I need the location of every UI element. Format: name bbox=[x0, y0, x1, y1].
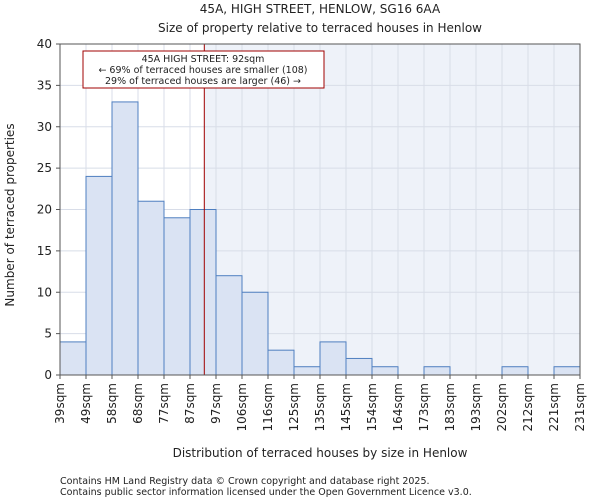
y-tick-label: 30 bbox=[37, 120, 52, 134]
x-tick-label: 116sqm bbox=[261, 383, 275, 431]
annotation-box: 45A HIGH STREET: 92sqm ← 69% of terraced… bbox=[82, 50, 325, 89]
x-tick-label: 183sqm bbox=[443, 383, 457, 431]
y-tick-label: 10 bbox=[37, 285, 52, 299]
x-tick-label: 154sqm bbox=[365, 383, 379, 431]
x-ticks: 39sqm 49sqm 58sqm 68sqm 77sqm 87sqm 97sqm 106sq… bbox=[53, 375, 587, 431]
x-tick-label: 164sqm bbox=[391, 383, 405, 431]
y-tick-label: 0 bbox=[44, 368, 52, 382]
y-tick-label: 20 bbox=[37, 203, 52, 217]
bar-58sqm bbox=[111, 101, 139, 376]
x-tick-label: 39sqm bbox=[53, 383, 67, 424]
y-tick-label: 35 bbox=[37, 78, 52, 92]
annotation-border bbox=[82, 50, 325, 89]
bars bbox=[59, 101, 581, 376]
bar-39sqm bbox=[59, 341, 87, 376]
bar-116sqm bbox=[267, 349, 295, 376]
bar-173sqm bbox=[423, 366, 451, 376]
x-tick-label: 125sqm bbox=[287, 383, 301, 431]
x-tick-label: 77sqm bbox=[157, 383, 171, 424]
x-tick-label: 173sqm bbox=[417, 383, 431, 431]
bar-125sqm bbox=[293, 366, 321, 376]
bar-97sqm bbox=[215, 275, 243, 376]
y-tick-label: 5 bbox=[44, 327, 52, 341]
x-tick-label: 87sqm bbox=[183, 383, 197, 424]
footer-line2: Contains public sector information licen… bbox=[60, 487, 472, 498]
x-tick-label: 221sqm bbox=[547, 383, 561, 431]
y-ticks: 0 5 10 15 20 25 30 35 40 bbox=[37, 37, 60, 382]
y-axis-label: Number of terraced properties bbox=[3, 123, 17, 306]
x-axis-label: Distribution of terraced houses by size … bbox=[173, 446, 468, 460]
x-tick-label: 212sqm bbox=[521, 383, 535, 431]
bar-68sqm bbox=[137, 200, 165, 376]
bar-77sqm bbox=[163, 217, 191, 376]
y-tick-label: 15 bbox=[37, 244, 52, 258]
bar-145sqm bbox=[345, 357, 373, 376]
chart-title-line2: Size of property relative to terraced ho… bbox=[158, 21, 482, 35]
bar-49sqm bbox=[85, 175, 113, 376]
annotation-line3: 29% of terraced houses are larger (46) → bbox=[105, 76, 301, 87]
bar-135sqm bbox=[319, 341, 347, 376]
y-tick-label: 40 bbox=[37, 37, 52, 51]
x-tick-label: 202sqm bbox=[495, 383, 509, 431]
x-tick-label: 58sqm bbox=[105, 383, 119, 424]
annotation-line1: 45A HIGH STREET: 92sqm bbox=[142, 54, 265, 65]
x-tick-label: 135sqm bbox=[313, 383, 327, 431]
y-tick-label: 25 bbox=[37, 161, 52, 175]
bar-154sqm bbox=[371, 366, 399, 376]
annotation-line2: ← 69% of terraced houses are smaller (10… bbox=[98, 65, 307, 76]
x-tick-label: 231sqm bbox=[573, 383, 587, 431]
x-tick-label: 68sqm bbox=[131, 383, 145, 424]
chart-title-line1: 45A, HIGH STREET, HENLOW, SG16 6AA bbox=[200, 2, 441, 16]
bar-221sqm bbox=[553, 366, 581, 376]
x-tick-label: 193sqm bbox=[469, 383, 483, 431]
x-tick-label: 97sqm bbox=[209, 383, 223, 424]
footer-line1: Contains HM Land Registry data © Crown c… bbox=[60, 476, 430, 487]
x-tick-label: 145sqm bbox=[339, 383, 353, 431]
x-tick-label: 49sqm bbox=[79, 383, 93, 424]
bar-87sqm bbox=[189, 209, 217, 376]
bar-106sqm bbox=[241, 291, 269, 376]
x-tick-label: 106sqm bbox=[235, 383, 249, 431]
bar-202sqm bbox=[501, 366, 529, 376]
